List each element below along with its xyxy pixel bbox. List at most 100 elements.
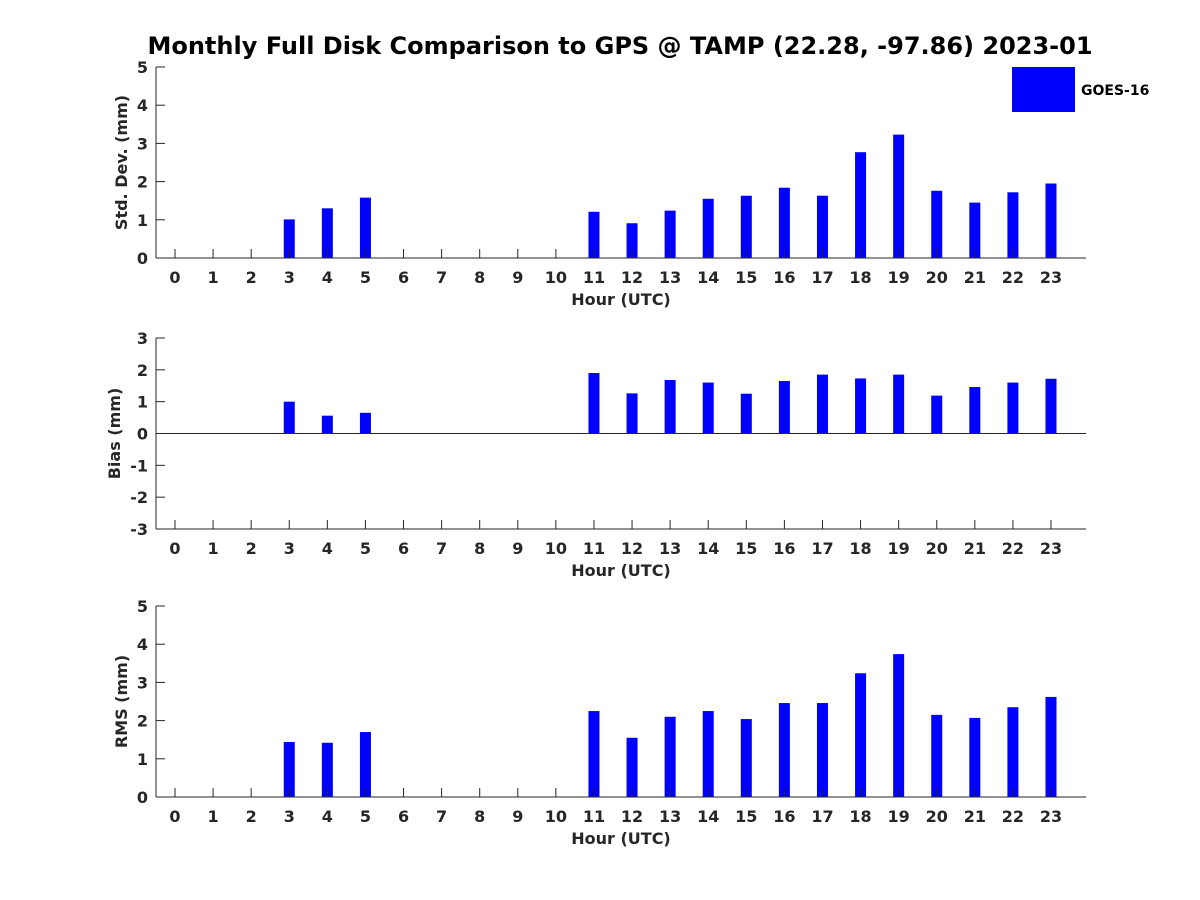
x-tick-label-rms: 12 [621,807,643,826]
x-tick-label-std: 23 [1040,268,1062,287]
x-tick-label-std: 20 [926,268,948,287]
bar-rms-hour-17 [816,703,828,797]
y-tick-label-rms: 2 [137,712,148,731]
bar-std-hour-23 [1045,183,1057,258]
x-tick-label-rms: 9 [512,807,523,826]
bar-std-hour-3 [283,219,295,258]
x-tick-label-std: 9 [512,268,523,287]
bar-std-hour-18 [855,152,867,258]
x-tick-label-bias: 15 [735,539,757,558]
bar-bias-hour-5 [359,412,371,434]
y-tick-label-std: 1 [137,211,148,230]
x-tick-label-rms: 3 [284,807,295,826]
x-tick-label-rms: 1 [208,807,219,826]
x-tick-label-bias: 2 [246,539,257,558]
bar-rms-hour-5 [359,732,371,797]
x-tick-label-bias: 11 [583,539,605,558]
bar-rms-hour-23 [1045,696,1057,797]
x-tick-label-std: 8 [474,268,485,287]
legend-label-goes16: GOES-16 [1081,83,1149,99]
x-tick-label-std: 17 [811,268,833,287]
x-tick-label-std: 14 [697,268,719,287]
bar-bias-hour-17 [816,374,828,434]
x-tick-label-rms: 15 [735,807,757,826]
bar-bias-hour-18 [855,378,867,434]
bar-rms-hour-20 [931,714,943,797]
bar-rms-hour-3 [283,741,295,797]
bar-bias-hour-13 [664,380,676,434]
x-tick-label-std: 16 [773,268,795,287]
y-axis-label-bias: Bias (mm) [105,388,124,480]
x-axis-label-bias: Hour (UTC) [571,561,671,580]
x-tick-label-bias: 7 [436,539,447,558]
x-tick-label-rms: 6 [398,807,409,826]
x-tick-label-std: 0 [169,268,180,287]
x-tick-label-std: 6 [398,268,409,287]
y-tick-label-bias: -3 [130,520,148,539]
bar-bias-hour-4 [321,415,333,434]
x-tick-label-bias: 1 [208,539,219,558]
bar-std-hour-12 [626,223,638,258]
x-tick-label-rms: 11 [583,807,605,826]
bar-rms-hour-16 [778,703,790,797]
x-tick-label-rms: 10 [545,807,567,826]
x-tick-label-std: 3 [284,268,295,287]
x-tick-label-std: 7 [436,268,447,287]
x-tick-label-bias: 3 [284,539,295,558]
x-tick-label-rms: 0 [169,807,180,826]
bar-std-hour-16 [778,187,790,258]
x-tick-label-rms: 22 [1002,807,1024,826]
bar-bias-hour-23 [1045,378,1057,434]
x-tick-label-rms: 13 [659,807,681,826]
x-tick-label-rms: 19 [888,807,910,826]
x-tick-label-std: 4 [322,268,333,287]
x-tick-label-rms: 7 [436,807,447,826]
x-tick-label-rms: 8 [474,807,485,826]
x-tick-label-std: 22 [1002,268,1024,287]
x-tick-label-std: 15 [735,268,757,287]
x-tick-label-rms: 5 [360,807,371,826]
bar-bias-hour-11 [588,373,600,434]
bar-std-hour-22 [1007,192,1019,258]
chart-title: Monthly Full Disk Comparison to GPS @ TA… [147,32,1092,60]
y-tick-label-rms: 3 [137,673,148,692]
x-tick-label-std: 1 [208,268,219,287]
y-tick-label-rms: 0 [137,788,148,807]
y-tick-label-std: 3 [137,134,148,153]
legend-swatch-goes16 [1012,67,1075,112]
bar-rms-hour-18 [855,673,867,797]
bar-bias-hour-14 [702,382,714,434]
bar-rms-hour-21 [969,717,981,797]
y-tick-label-rms: 4 [137,635,148,654]
x-tick-label-bias: 0 [169,539,180,558]
bar-rms-hour-22 [1007,707,1019,797]
bar-std-hour-15 [740,195,752,258]
bar-bias-hour-15 [740,393,752,434]
x-tick-label-std: 5 [360,268,371,287]
bar-std-hour-21 [969,202,981,258]
bar-bias-hour-22 [1007,382,1019,434]
x-tick-label-rms: 23 [1040,807,1062,826]
x-tick-label-bias: 16 [773,539,795,558]
x-tick-label-rms: 21 [964,807,986,826]
x-tick-label-std: 11 [583,268,605,287]
x-tick-label-bias: 4 [322,539,333,558]
bar-bias-hour-21 [969,387,981,434]
x-tick-label-rms: 2 [246,807,257,826]
bar-std-hour-20 [931,190,943,258]
x-tick-label-bias: 12 [621,539,643,558]
bar-std-hour-14 [702,198,714,258]
y-tick-label-std: 0 [137,249,148,268]
chart-legend: GOES-16 [1012,67,1149,112]
bar-std-hour-19 [893,134,905,258]
y-tick-label-bias: 0 [137,425,148,444]
x-tick-label-std: 18 [849,268,871,287]
bar-rms-hour-11 [588,711,600,797]
bar-rms-hour-12 [626,737,638,797]
bar-rms-hour-19 [893,654,905,797]
y-tick-label-rms: 1 [137,750,148,769]
